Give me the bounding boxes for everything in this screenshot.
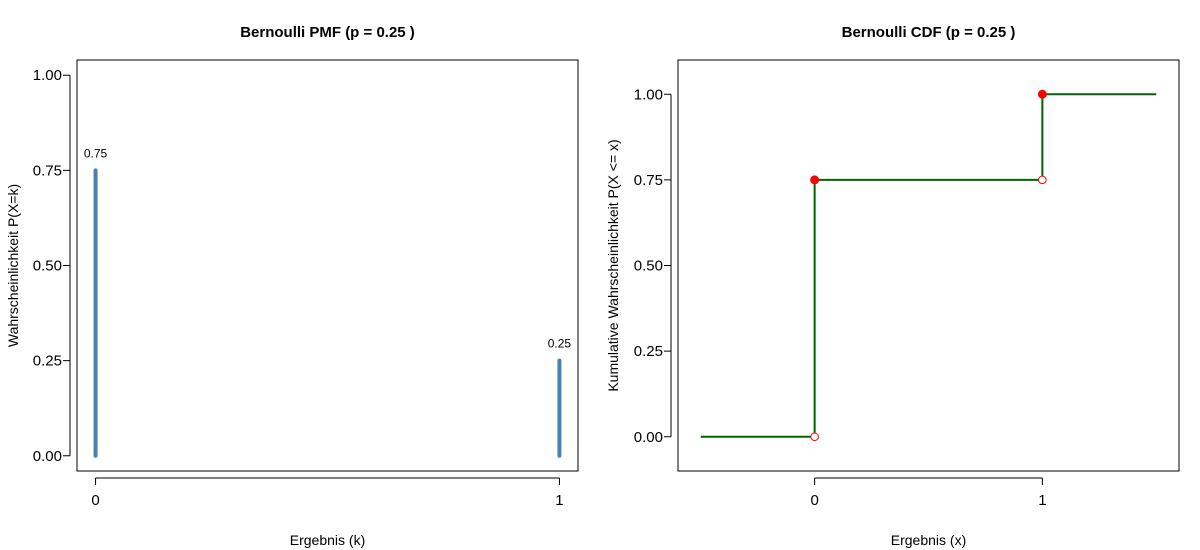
cdf-panel: Bernoulli CDF (p = 0.25 ) Ergebnis (x) K… [605,24,1180,548]
cdf-open-point [1038,175,1047,185]
pmf-panel: Bernoulli PMF (p = 0.25 ) Ergebnis (k) W… [5,24,579,548]
pmf-y-tick-label: 1.00 [33,67,62,84]
cdf-x-axis-label: Ergebnis (x) [891,532,966,548]
pmf-data-label: 0.75 [84,146,108,160]
cdf-y-tick-label: 0.25 [634,343,663,360]
cdf-x-tick-label: 1 [1038,492,1046,509]
pmf-x-tick-label: 1 [555,492,563,509]
pmf-title: Bernoulli PMF (p = 0.25 ) [240,24,415,41]
pmf-y-tick-label: 0.75 [33,162,62,179]
cdf-open-point [810,432,819,442]
cdf-plot-frame [677,59,1180,472]
cdf-filled-point [1037,89,1047,99]
pmf-x-axis-label: Ergebnis (k) [290,532,365,548]
cdf-filled-point [810,175,820,185]
cdf-step-lines [700,93,1157,438]
pmf-y-tick-label: 0.00 [33,448,62,465]
pmf-data-labels: 0.75 0.25 [84,146,572,350]
pmf-x-tick-label: 0 [91,492,99,509]
pmf-y-tick-label: 0.50 [33,258,62,275]
cdf-y-tick-label: 0.00 [634,429,663,446]
cdf-y-tick-label: 1.00 [634,86,663,103]
pmf-y-axis-label: Wahrscheinlichkeit P(X=k) [5,184,21,347]
pmf-data-label: 0.25 [548,337,572,351]
pmf-y-tick-label: 0.25 [33,353,62,370]
cdf-y-tick-label: 0.50 [634,258,663,275]
cdf-title: Bernoulli CDF (p = 0.25 ) [842,24,1016,41]
cdf-y-axis: 0.00 0.25 0.50 0.75 1.00 [634,86,672,446]
cdf-y-axis-label: Kumulative Wahrscheinlichkeit P(X <= x) [605,139,621,391]
cdf-points [810,89,1047,442]
cdf-y-tick-label: 0.75 [634,172,663,189]
pmf-plot-frame [76,59,579,472]
pmf-y-axis: 0.00 0.25 0.50 0.75 1.00 [33,67,71,465]
cdf-x-tick-label: 0 [810,492,818,509]
pmf-bars [93,168,562,458]
